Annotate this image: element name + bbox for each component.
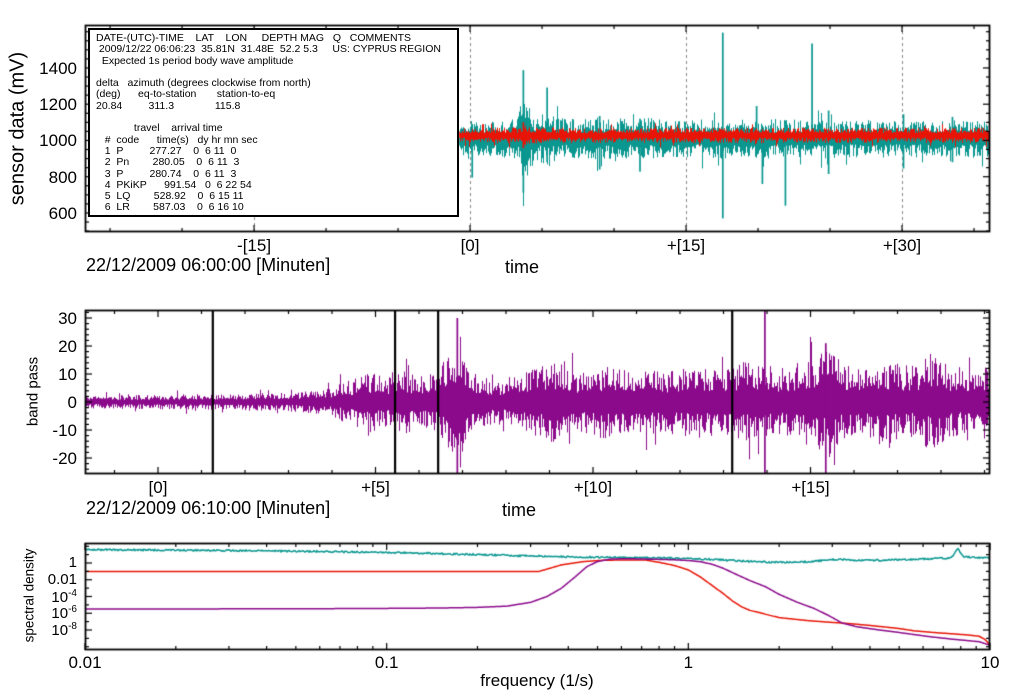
tick-label: -20 — [52, 449, 77, 468]
event-info-line: 2009/12/22 06:06:23 35.81N 31.48E 52.2 5… — [96, 43, 441, 56]
tick-label: 0.01 — [68, 653, 102, 672]
tick-label: 30 — [58, 309, 77, 328]
spectral-y-axis-title: spectral density — [21, 548, 37, 643]
bandpass-x-axis-title: time — [501, 500, 537, 520]
tick-label: +[5] — [361, 478, 390, 497]
event-info-box: DATE-(UTC)-TIME LAT LON DEPTH MAG Q COMM… — [88, 28, 459, 217]
event-info-line: 3 P 280.74 0 6 11 3 — [96, 167, 237, 180]
tick-label: [0] — [148, 478, 168, 497]
tick-label: +[15] — [666, 236, 706, 255]
tick-label: [0] — [460, 236, 480, 255]
event-info-line: travel arrival time — [96, 122, 223, 135]
tick-label: 0.01 — [47, 570, 77, 588]
tick-label: +[10] — [573, 478, 613, 497]
event-info-line: delta azimuth (degrees clockwise from no… — [96, 77, 311, 90]
sensor-start-time-label: 22/12/2009 06:00:00 [Minuten] — [86, 255, 331, 275]
event-info-line: 6 LR 587.03 0 6 16 10 — [96, 201, 244, 214]
event-info-line: 20.84 311.3 115.8 — [96, 99, 241, 112]
tick-label: 20 — [58, 337, 77, 356]
tick-label: 0 — [67, 393, 77, 412]
tick-label: 1000 — [39, 131, 77, 151]
tick-label: 1200 — [39, 95, 77, 115]
event-info-line: 1 P 277.27 0 6 11 0 — [96, 144, 237, 157]
tick-label: 10 — [980, 653, 1000, 672]
tick-label: 10 — [58, 365, 77, 384]
tick-label: 10-6 — [51, 604, 77, 623]
event-info-line: 4 PKiKP 991.54 0 6 22 54 — [96, 178, 252, 191]
event-info-line: # code time(s) dy hr mn sec — [96, 133, 258, 146]
tick-label: 1 — [683, 653, 694, 672]
tick-label: 10-8 — [51, 620, 77, 639]
event-info-line: 5 LQ 528.92 0 6 15 11 — [96, 190, 244, 203]
tick-label: 800 — [48, 167, 77, 187]
tick-label: 600 — [48, 203, 77, 223]
tick-label: -10 — [52, 421, 77, 440]
bandpass-y-axis-title: band pass — [24, 356, 42, 427]
event-info-line: Expected 1s period body wave amplitude — [96, 54, 294, 67]
event-info-line: 2 Pn 280.05 0 6 11 3 — [96, 156, 240, 169]
tick-label: 10-4 — [51, 587, 77, 606]
tick-label: 0.1 — [374, 653, 399, 672]
event-info-line: DATE-(UTC)-TIME LAT LON DEPTH MAG Q COMM… — [96, 32, 412, 44]
tick-label: +[15] — [791, 478, 830, 497]
tick-label: 1400 — [39, 58, 77, 78]
frequency-x-axis-title: frequency (1/s) — [480, 671, 594, 690]
sensor-x-axis-title: time — [504, 257, 540, 277]
event-info-line: (deg) eq-to-station station-to-eq — [96, 88, 276, 101]
bandpass-start-time-label: 22/12/2009 06:10:00 [Minuten] — [86, 498, 331, 518]
tick-label: +[30] — [882, 236, 922, 255]
tick-label: -[15] — [237, 236, 272, 255]
tick-label: 1 — [68, 554, 77, 571]
sensor-y-axis-title: sensor data (mV) — [6, 51, 29, 206]
